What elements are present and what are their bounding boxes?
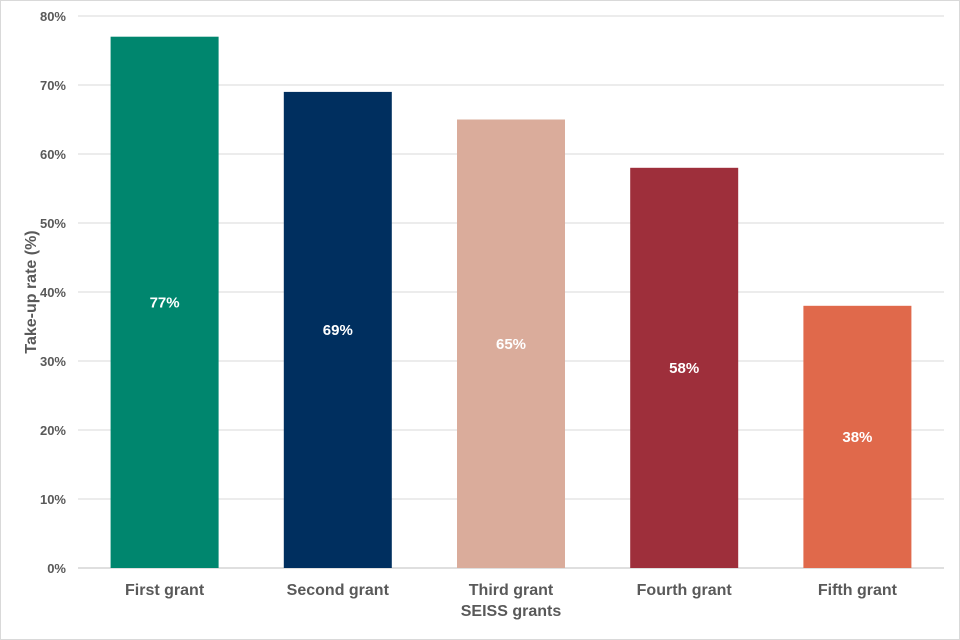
x-tick-label: Fourth grant: [637, 582, 733, 599]
y-tick-label: 40%: [40, 285, 66, 300]
x-tick-label: First grant: [125, 582, 205, 599]
y-tick-label: 80%: [40, 9, 66, 24]
bar: [803, 305, 912, 568]
bars: 77% 69% 65% 58% 38%: [110, 36, 912, 569]
data-label: 77%: [150, 294, 180, 311]
y-tick-label: 70%: [40, 78, 66, 93]
y-tick-label: 10%: [40, 492, 66, 507]
x-tick-label: Third grant: [469, 582, 554, 599]
data-label: 38%: [842, 429, 872, 446]
x-tick-label: Fifth grant: [818, 582, 898, 599]
y-axis-ticks: 0% 10% 20% 30% 40% 50% 60% 70% 80%: [40, 9, 66, 576]
bar: [630, 167, 739, 569]
bar: [457, 119, 565, 568]
data-label: 69%: [323, 322, 353, 339]
y-axis-title: Take-up rate (%): [23, 230, 40, 353]
data-label: 58%: [669, 360, 699, 377]
bar: [110, 36, 219, 568]
x-tick-label: Second grant: [287, 582, 390, 599]
y-tick-label: 50%: [40, 216, 66, 231]
y-tick-label: 0%: [47, 561, 66, 576]
gridlines: [78, 15, 944, 569]
y-tick-label: 60%: [40, 147, 66, 162]
x-axis-ticks: First grant Second grant Third grant Fourth…: [125, 582, 898, 599]
y-tick-label: 30%: [40, 354, 66, 369]
bar: [283, 91, 392, 569]
y-tick-label: 20%: [40, 423, 66, 438]
data-label: 65%: [496, 336, 526, 353]
x-axis-title: SEISS grants: [461, 603, 562, 620]
